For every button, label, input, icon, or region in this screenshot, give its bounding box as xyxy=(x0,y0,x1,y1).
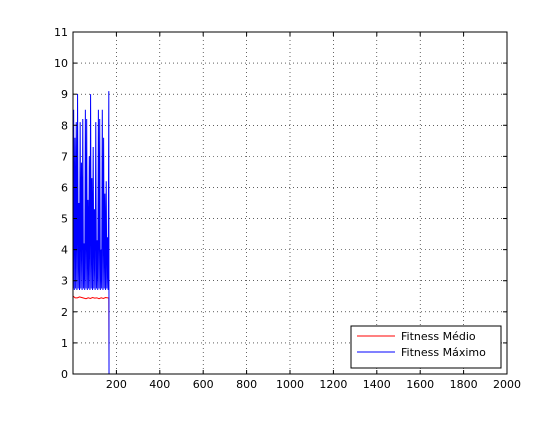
x-tick-label: 1000 xyxy=(276,378,304,391)
legend: Fitness Médio Fitness Máximo xyxy=(350,325,502,369)
legend-label: Fitness Máximo xyxy=(401,346,486,359)
x-tick-label: 600 xyxy=(193,378,214,391)
y-tick-label: 2 xyxy=(61,306,68,319)
y-tick-label: 1 xyxy=(61,337,68,350)
y-tick-label: 8 xyxy=(61,119,68,132)
series-line-2 xyxy=(72,91,507,375)
y-tick-label: 0 xyxy=(61,368,68,381)
x-tick-label: 1800 xyxy=(450,378,478,391)
y-tick-labels: 0 1 2 3 4 5 6 7 8 9 10 11 xyxy=(54,26,68,381)
y-tick-label: 3 xyxy=(61,275,68,288)
x-tick-label: 800 xyxy=(236,378,257,391)
y-tick-label: 9 xyxy=(61,88,68,101)
plot-area xyxy=(73,32,507,374)
y-tick-label: 10 xyxy=(54,57,68,70)
axis-ticks xyxy=(73,31,508,375)
series-line-1 xyxy=(72,295,507,375)
x-tick-label: 1600 xyxy=(406,378,434,391)
x-tick-label: 1200 xyxy=(319,378,347,391)
x-tick-labels: 200 400 600 800 1000 1200 1400 1600 1800 2000 xyxy=(106,378,521,391)
y-tick-label: 4 xyxy=(61,244,68,257)
grid-lines xyxy=(73,32,507,374)
x-tick-label: 2000 xyxy=(493,378,521,391)
x-tick-label: 200 xyxy=(106,378,127,391)
y-tick-label: 11 xyxy=(54,26,68,39)
y-tick-label: 6 xyxy=(61,181,68,194)
series-lines xyxy=(72,91,507,375)
legend-box xyxy=(350,325,502,369)
x-tick-label: 1400 xyxy=(363,378,391,391)
x-tick-label: 400 xyxy=(149,378,170,391)
legend-label: Fitness Médio xyxy=(401,330,476,343)
y-tick-label: 5 xyxy=(61,213,68,226)
y-tick-label: 7 xyxy=(61,150,68,163)
